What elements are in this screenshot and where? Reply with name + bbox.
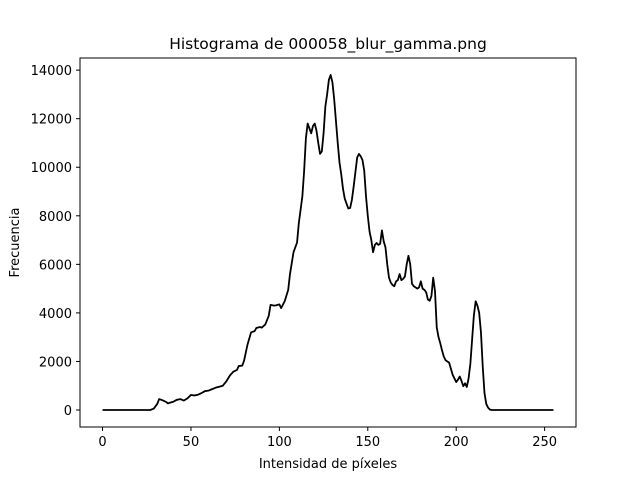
y-tick-label: 14000 [31, 64, 72, 79]
x-axis-ticks: 0 50 100 150 200 250 [98, 427, 557, 450]
x-tick-label: 100 [267, 435, 292, 450]
x-tick-label: 250 [532, 435, 557, 450]
y-tick-label: 12000 [31, 113, 72, 128]
y-axis-label: Frecuencia [8, 208, 23, 278]
y-tick-label: 4000 [39, 307, 72, 322]
x-axis-label: Intensidad de píxeles [259, 457, 398, 472]
x-tick-label: 150 [355, 435, 380, 450]
x-tick-label: 200 [444, 435, 469, 450]
histogram-line-0 [102, 74, 554, 411]
y-tick-label: 8000 [39, 210, 72, 225]
y-tick-label: 2000 [39, 355, 72, 370]
y-tick-label: 10000 [31, 161, 72, 176]
x-tick-label: 0 [98, 435, 106, 450]
plot-frame [79, 57, 577, 428]
chart-title: Histograma de 000058_blur_gamma.png [169, 35, 487, 54]
x-tick-label: 50 [183, 435, 200, 450]
plot-layer [102, 74, 554, 411]
y-tick-label: 6000 [39, 258, 72, 273]
y-axis-ticks: 0 2000 4000 6000 8000 10000 12000 14000 [31, 64, 80, 419]
y-tick-label: 0 [64, 404, 72, 419]
